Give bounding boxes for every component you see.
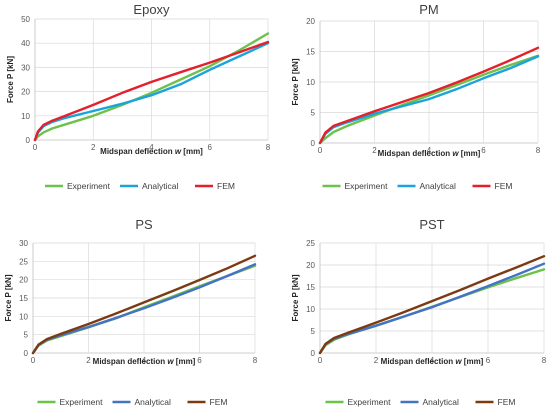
series-line-fem	[318, 255, 546, 355]
y-axis-label: Force P [kN]	[6, 56, 15, 103]
x-tick-label: 6	[481, 146, 486, 155]
legend-label: Experiment	[67, 181, 111, 191]
y-tick-label: 25	[19, 257, 28, 266]
x-axis-label: Midspan deflection w [mm]	[381, 357, 484, 366]
x-axis-label: Midspan deflection w [mm]	[378, 149, 481, 158]
series-line-fem	[31, 254, 257, 355]
x-tick-label: 2	[372, 146, 377, 155]
legend-label: FEM	[498, 397, 516, 407]
legend-label: Experiment	[345, 181, 389, 191]
chart-panel-pst: PST 0 5 10 15 20 25 0 2 4 6 8 Midspan deflection w […	[291, 217, 547, 407]
y-tick-label: 30	[19, 239, 28, 248]
y-axis-label: Force P [kN]	[291, 58, 300, 105]
y-tick-label: 40	[21, 39, 30, 48]
x-tick-label: 0	[318, 356, 323, 365]
x-tick-label: 8	[266, 143, 271, 152]
y-tick-label: 0	[311, 349, 316, 358]
chart-title: PM	[419, 2, 439, 17]
y-tick-label: 20	[21, 88, 30, 97]
y-axis-label: Force P [kN]	[291, 274, 300, 321]
series-line-experiment	[33, 32, 270, 142]
y-tick-label: 5	[311, 327, 316, 336]
x-axis-label: Midspan deflection w [mm]	[93, 357, 196, 366]
y-tick-label: 30	[21, 63, 30, 72]
y-tick-label: 25	[306, 239, 315, 248]
y-tick-label: 0	[24, 349, 29, 358]
legend-label: FEM	[210, 397, 228, 407]
x-tick-label: 6	[208, 143, 213, 152]
series-line-fem	[318, 46, 540, 145]
x-tick-label: 2	[86, 356, 91, 365]
legend-label: Analytical	[135, 397, 171, 407]
y-tick-label: 0	[311, 139, 316, 148]
y-tick-label: 10	[21, 112, 30, 121]
chart-panel-pm: PM 0 5 10 15 20 0 2 4 6 8 Midspan deflection w [mm]…	[291, 2, 541, 191]
y-axis-label: Force P [kN]	[4, 274, 13, 321]
x-tick-label: 4	[149, 143, 154, 152]
y-tick-label: 15	[306, 48, 315, 57]
legend-label: Analytical	[420, 181, 456, 191]
legend-label: Experiment	[60, 397, 104, 407]
y-tick-label: 50	[21, 15, 30, 24]
legend-label: FEM	[495, 181, 513, 191]
x-tick-label: 0	[318, 146, 323, 155]
y-tick-label: 20	[306, 261, 315, 270]
x-tick-label: 4	[427, 146, 432, 155]
y-tick-label: 5	[24, 331, 29, 340]
x-tick-label: 4	[142, 356, 147, 365]
legend-label: FEM	[217, 181, 235, 191]
x-tick-label: 6	[486, 356, 491, 365]
x-tick-label: 6	[197, 356, 202, 365]
x-tick-label: 2	[374, 356, 379, 365]
y-tick-label: 20	[19, 276, 28, 285]
x-tick-label: 4	[430, 356, 435, 365]
y-tick-label: 10	[306, 78, 315, 87]
legend-label: Experiment	[348, 397, 392, 407]
x-tick-label: 8	[536, 146, 541, 155]
x-tick-label: 0	[33, 143, 38, 152]
chart-title: Epoxy	[133, 2, 170, 17]
x-tick-label: 8	[542, 356, 547, 365]
y-tick-label: 5	[311, 109, 316, 118]
chart-panel-ps: PS 0 5 10 15 20 25 30 0 2 4 6 8 Midspan deflection w …	[4, 217, 258, 407]
y-tick-label: 20	[306, 17, 315, 26]
y-tick-label: 15	[19, 294, 28, 303]
legend-label: Analytical	[142, 181, 178, 191]
x-tick-label: 8	[253, 356, 258, 365]
x-tick-label: 2	[91, 143, 96, 152]
chart-panel-epoxy: Epoxy 0 10 20 30 40 50 0 2 4 6 8 Midspan deflection …	[6, 2, 271, 191]
y-tick-label: 10	[19, 312, 28, 321]
y-tick-label: 10	[306, 305, 315, 314]
x-tick-label: 0	[31, 356, 36, 365]
chart-title: PST	[419, 217, 444, 232]
legend-label: Analytical	[423, 397, 459, 407]
x-axis-label: Midspan deflection w [mm]	[100, 147, 203, 156]
series-line-fem	[33, 40, 270, 142]
y-tick-label: 15	[306, 283, 315, 292]
y-tick-label: 0	[26, 136, 31, 145]
chart-title: PS	[135, 217, 153, 232]
